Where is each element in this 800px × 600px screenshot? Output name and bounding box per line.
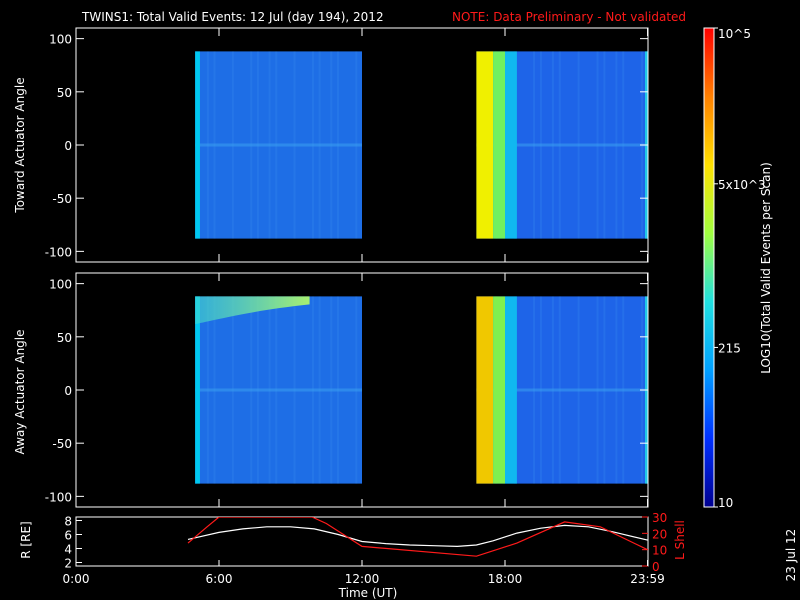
heatmap-band-0 [476,296,494,484]
ytick-label: -100 [45,490,72,504]
heatmap-edge-band [195,296,200,484]
toward-ylabel: Toward Actuator Angle [13,77,27,213]
preliminary-note: NOTE: Data Preliminary - Not validated [452,10,686,24]
heatmap-band-2 [505,296,517,484]
zero-angle-band [476,388,648,392]
colorbar-tick-label: 5x10^3 [718,178,766,192]
orbit-series-1 [187,517,648,557]
high-flux-region [195,296,310,325]
orbit-ytick-label: 6 [64,529,72,543]
ytick-label: 50 [57,331,72,345]
orbit-ylabel: R [RE] [19,521,33,558]
ytick-label: 100 [49,33,72,47]
zero-angle-band [476,143,648,147]
x-axis-label: Time (UT) [338,586,398,600]
heatmap-band-1 [493,51,505,239]
colorbar-label: LOG10(Total Valid Events per Scan) [759,162,773,374]
away-ylabel: Away Actuator Angle [13,329,27,454]
orbit-ytick-label: 2 [64,557,72,571]
xtick-label: 18:00 [488,572,523,586]
figure-title: TWINS1: Total Valid Events: 12 Jul (day … [81,10,384,24]
ytick-label: -50 [52,437,72,451]
colorbar: 10 215 5x10^3 10^5 [703,27,766,510]
orbit-y2label: L Shell [673,520,687,560]
ytick-label: 100 [49,278,72,292]
away-actuator-panel: -100 -50 0 50 100 [45,272,649,508]
toward-actuator-panel: -100 -50 0 50 100 [45,27,649,263]
xtick-label: 0:00 [63,572,90,586]
orbit-ytick-label: 4 [64,543,72,557]
ytick-label: 0 [64,384,72,398]
ytick-label: -50 [52,192,72,206]
heatmap-band-1 [493,296,505,484]
orbit-y2tick-label: 0 [652,560,660,574]
orbit-y2tick-label: 30 [652,511,667,525]
orbit-y2tick-label: 10 [652,544,667,558]
ytick-label: 50 [57,86,72,100]
heatmap-band-2 [505,51,517,239]
colorbar-gradient [703,27,715,508]
heatmap-edge-band [195,51,200,239]
heatmap-band-0 [476,51,494,239]
colorbar-tick-label: 215 [718,341,741,355]
orbit-y2tick-label: 20 [652,527,667,541]
xtick-label: 6:00 [206,572,233,586]
xtick-label: 12:00 [345,572,380,586]
xtick-label: 23:59 [630,572,665,586]
colorbar-tick-label: 10 [718,496,733,510]
zero-angle-band [195,143,362,147]
ytick-label: -100 [45,245,72,259]
date-stamp: 23 Jul 12 [784,529,798,582]
ytick-label: 0 [64,139,72,153]
orbit-series-0 [187,524,648,548]
orbit-ytick-label: 8 [64,515,72,529]
colorbar-tick-label: 10^5 [718,27,751,41]
zero-angle-band [195,388,362,392]
